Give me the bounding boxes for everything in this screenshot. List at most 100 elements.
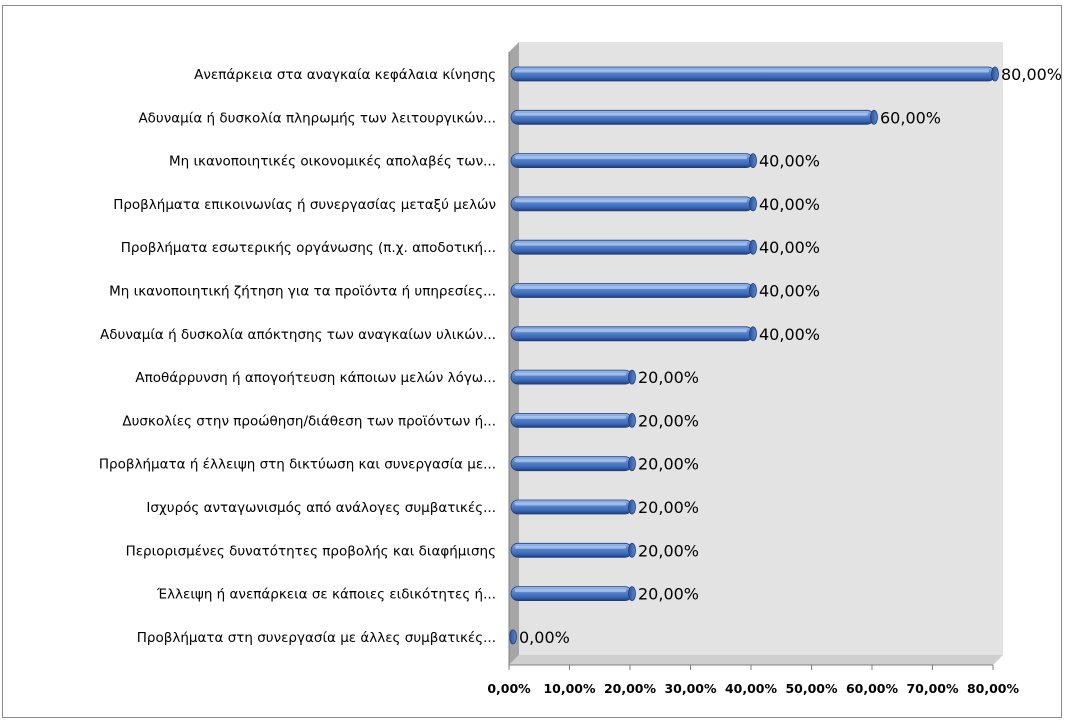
category-label: Δυσκολίες στην προώθηση/διάθεση των προϊ…	[122, 413, 496, 429]
bar-body	[510, 66, 996, 82]
bar	[510, 456, 636, 472]
bar-body	[510, 412, 633, 428]
bar-body	[510, 153, 754, 169]
value-label: 60,00%	[880, 108, 941, 127]
bar-cap	[749, 153, 757, 169]
bar-body	[510, 326, 754, 342]
value-label: 40,00%	[759, 195, 820, 214]
bar-cap	[628, 499, 636, 515]
value-label: 40,00%	[759, 238, 820, 257]
category-label: Προβλήματα επικοινωνίας ή συνεργασίας με…	[113, 197, 496, 213]
bar-body	[510, 542, 633, 558]
bar-highlight	[515, 502, 626, 506]
x-tick-label: 60,00%	[846, 681, 899, 696]
x-axis: 0,00% 10,00% 20,00% 30,00% 40,00% 50,00% 60,00…	[487, 52, 1019, 696]
x-tick-label: 10,00%	[543, 681, 596, 696]
x-tick-label: 20,00%	[604, 681, 657, 696]
bar-cap	[870, 109, 878, 125]
category-label: Αδυναμία ή δυσκολία απόκτησης των αναγκα…	[100, 327, 496, 343]
bar-cap	[991, 66, 999, 82]
bar-highlight	[515, 286, 747, 289]
plot-back-wall	[519, 42, 1003, 655]
category-label: Ανεπάρκεια στα αναγκαία κεφάλαια κίνησης	[194, 67, 496, 83]
category-label: Προβλήματα στη συνεργασία με άλλες συμβα…	[137, 630, 496, 646]
category-label: Έλλειψη ή ανεπάρκεια σε κάποιες ειδικότη…	[156, 587, 496, 603]
category-label: Αποθάρρυνση ή απογοήτευση κάποιων μελών …	[135, 370, 496, 386]
bar	[510, 153, 757, 169]
bar-highlight	[515, 372, 626, 376]
bar-cap	[628, 542, 636, 558]
bar-highlight	[515, 459, 626, 463]
bar-cap	[749, 326, 757, 342]
bar	[509, 629, 517, 645]
x-tick-label: 80,00%	[967, 681, 1020, 696]
bar-highlight	[515, 589, 626, 593]
value-label: 40,00%	[759, 152, 820, 171]
x-tick-label: 40,00%	[725, 681, 778, 696]
bar	[510, 369, 636, 385]
value-label: 20,00%	[638, 455, 699, 474]
bar	[510, 239, 757, 255]
value-label: 20,00%	[638, 368, 699, 387]
category-label: Περιορισμένες δυνατότητες προβολής και δ…	[126, 543, 496, 559]
bar-highlight	[515, 199, 747, 203]
category-label: Προβλήματα ή έλλειψη στη δικτύωση και συ…	[99, 457, 496, 473]
bar-body	[510, 456, 633, 472]
bar-body	[510, 283, 754, 298]
bar	[510, 542, 636, 558]
bar-body	[510, 369, 633, 385]
bars-group	[509, 66, 999, 645]
bar-cap	[628, 412, 636, 428]
category-label: Προβλήματα εσωτερικής οργάνωσης (π.χ. απ…	[121, 240, 496, 256]
bar	[510, 196, 757, 212]
bar	[510, 109, 878, 125]
value-label: 20,00%	[638, 541, 699, 560]
bar-cap	[749, 283, 757, 298]
x-tick-label: 30,00%	[664, 681, 717, 696]
category-labels: Ανεπάρκεια στα αναγκαία κεφάλαια κίνησης…	[99, 67, 496, 646]
value-label: 20,00%	[638, 498, 699, 517]
bar-body	[510, 586, 633, 601]
bar	[510, 283, 757, 298]
category-label: Ισχυρός ανταγωνισμός από ανάλογες συμβατ…	[146, 500, 496, 516]
x-tick-label: 50,00%	[785, 681, 838, 696]
bar-highlight	[515, 156, 747, 160]
bar-highlight	[515, 242, 747, 246]
value-label: 80,00%	[1001, 65, 1062, 84]
bar	[510, 66, 999, 82]
bar-highlight	[515, 329, 747, 333]
bar-cap	[509, 629, 517, 645]
value-label: 0,00%	[519, 628, 570, 647]
bar-highlight	[515, 545, 626, 549]
bar	[510, 499, 636, 515]
bar-cap	[749, 239, 757, 255]
bar-body	[510, 239, 754, 255]
bar	[510, 412, 636, 428]
value-labels: 80,00% 60,00% 40,00% 40,00% 40,00% 40,00% 40,0…	[519, 65, 1062, 647]
bar-body	[510, 196, 754, 212]
category-label: Μη ικανοποιητικές οικονομικές απολαβές τ…	[169, 154, 496, 170]
plot-background	[509, 42, 1003, 665]
bar-cap	[628, 456, 636, 472]
bar-cap	[749, 196, 757, 212]
bar-cap	[628, 369, 636, 385]
plot-left-wall	[509, 42, 519, 665]
plot-floor	[509, 655, 1003, 665]
bar	[510, 326, 757, 342]
value-label: 40,00%	[759, 282, 820, 301]
category-label: Αδυναμία ή δυσκολία πληρωμής των λειτουρ…	[138, 110, 496, 126]
value-label: 20,00%	[638, 411, 699, 430]
value-label: 40,00%	[759, 325, 820, 344]
bar-highlight	[515, 69, 989, 73]
bar	[510, 586, 636, 601]
bar-body	[510, 109, 875, 125]
x-tick-label: 70,00%	[906, 681, 959, 696]
category-label: Μη ικανοποιητική ζήτηση για τα προϊόντα …	[109, 284, 496, 300]
bar-highlight	[515, 112, 868, 116]
bar-body	[510, 499, 633, 515]
bar-cap	[628, 586, 636, 601]
value-label: 20,00%	[638, 585, 699, 604]
bar-highlight	[515, 415, 626, 419]
x-tick-label: 0,00%	[487, 681, 531, 696]
